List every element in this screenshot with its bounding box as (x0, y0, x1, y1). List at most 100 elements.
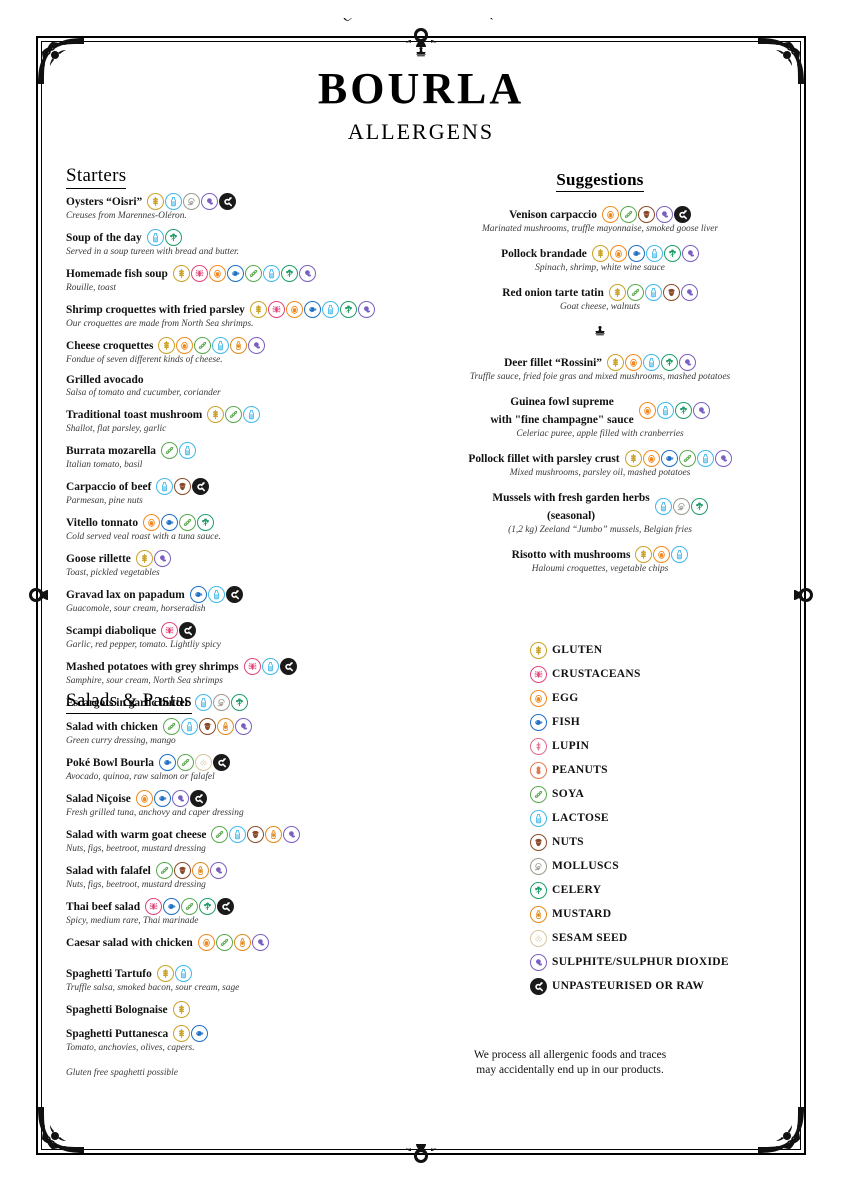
allergen-icon-raw (179, 622, 197, 639)
allergen-icon-group (243, 658, 297, 675)
allergen-icon-gluten (172, 1001, 190, 1018)
menu-item: Pollock fillet with parsley crust Mixed … (420, 449, 780, 479)
allergen-icon-group (207, 406, 261, 423)
allergen-icon-lactose (180, 718, 198, 735)
allergen-icon-raw (219, 193, 237, 210)
allergen-icon-group (135, 550, 171, 567)
allergen-icon-group (172, 1001, 190, 1018)
allergen-icon-egg (135, 790, 153, 807)
allergen-icon-egg (624, 353, 642, 371)
allergen-icon-celery (199, 898, 217, 915)
menu-item-title-row: Homemade fish soup (66, 265, 416, 282)
menu-item: Spaghetti Tartufo Truffle salsa, smoked … (66, 965, 416, 994)
menu-item-description: Tomato, anchovies, olives, capers. (66, 1043, 195, 1053)
legend-item-sulphite: SULPHITE/SULPHUR DIOXIDE (530, 950, 800, 974)
allergen-icon-raw (212, 754, 230, 771)
svg-text:CAFÉ - RESTAURANT: CAFÉ - RESTAURANT (340, 18, 503, 25)
allergen-icon-celery (690, 497, 708, 515)
allergen-icon-lactose (212, 337, 230, 354)
allergen-icon-egg (601, 205, 619, 223)
menu-item-title-row: Spaghetti Puttanesca (66, 1025, 416, 1042)
allergen-icon-soya (155, 862, 173, 879)
allergen-icon-lactose (654, 497, 672, 515)
allergen-icon-raw (189, 790, 207, 807)
menu-item: Deer fillet “Rossini” Truffle sauce, fri… (420, 353, 780, 383)
menu-item-description: Celeriac puree, apple filled with cranbe… (516, 429, 684, 439)
allergen-icon-group (608, 283, 698, 301)
allergen-icon-gluten (172, 265, 190, 282)
allergen-icon-gluten (135, 550, 153, 567)
allergen-icon-lactose (671, 545, 689, 563)
menu-item: Mashed potatoes with grey shrimps Samphi… (66, 658, 416, 687)
menu-item-name-block: Pollock brandade (501, 244, 587, 262)
allergen-icon-fish (161, 514, 179, 531)
menu-item: Guinea fowl supreme with "fine champagne… (420, 392, 780, 440)
allergen-icon-gluten (635, 545, 653, 563)
menu-item-title-row: Poké Bowl Bourla (66, 754, 416, 771)
menu-item-title-row: Mussels with fresh garden herbs (seasona… (420, 488, 780, 524)
menu-item-name: Thai beef salad (66, 900, 141, 913)
menu-item-name: Traditional toast mushroom (66, 408, 203, 421)
allergen-icon-soya (194, 337, 212, 354)
menu-item-description: Toast, pickled vegetables (66, 568, 160, 578)
allergen-icon-group (591, 244, 699, 262)
left-column: Starters Oysters “Oisri” Creuses from Ma… (66, 165, 416, 718)
menu-item-title-row: Red onion tarte tatin (420, 283, 780, 301)
menu-item-name: Oysters “Oisri” (66, 195, 143, 208)
menu-item: Oysters “Oisri” Creuses from Marennes-Ol… (66, 193, 416, 222)
allergen-icon-lactose (178, 442, 196, 459)
menu-item-name: Goose rillette (66, 552, 131, 565)
menu-item-name: Scampi diabolique (66, 624, 157, 637)
allergen-icon-gluten (591, 244, 609, 262)
allergen-icon-sulphite (209, 862, 227, 879)
menu-item-description: Rouille, toast (66, 283, 116, 293)
menu-item-title-row: Mashed potatoes with grey shrimps (66, 658, 416, 675)
corner-flourish-bottom-left-icon (38, 1107, 84, 1153)
suggestions-heading: Suggestions (420, 170, 780, 196)
menu-item-name: Poké Bowl Bourla (66, 756, 154, 769)
allergen-icon-mustard (191, 862, 209, 879)
menu-item: Traditional toast mushroom Shallot, flat… (66, 406, 416, 435)
allergen-icon-gluten (156, 965, 174, 982)
allergen-icon-gluten (249, 301, 267, 318)
menu-item-description: Goat cheese, walnuts (560, 302, 640, 312)
allergen-icon-sulphite (530, 953, 547, 971)
allergen-icon-soya (160, 442, 178, 459)
allergen-icon-group (160, 442, 196, 459)
menu-item: Salad with falafel Nuts, figs, beetroot,… (66, 862, 416, 891)
allergen-icon-lactose (656, 401, 674, 419)
allergen-icon-fish (530, 713, 547, 731)
salads-list: Salad with chicken Green curry dressing,… (66, 718, 416, 951)
allergen-icon-group (624, 449, 732, 467)
allergen-icon-nuts (174, 478, 192, 495)
menu-item: Risotto with mushrooms Haloumi croquette… (420, 545, 780, 575)
menu-item-name-second-line: with "fine champagne" sauce (490, 414, 634, 426)
menu-item-name: Grilled avocado (66, 374, 144, 386)
menu-item: Cheese croquettes Fondue of seven differ… (66, 337, 416, 366)
allergen-icon-lactose (165, 193, 183, 210)
allergen-icon-celery (339, 301, 357, 318)
allergen-icon-egg (609, 244, 627, 262)
menu-item-title-row: Goose rillette (66, 550, 416, 567)
menu-item-description: Served in a soup tureen with bread and b… (66, 247, 239, 257)
legend-label: MOLLUSCS (552, 860, 619, 872)
menu-item-name-block: Venison carpaccio (509, 205, 597, 223)
allergen-icon-lactose (229, 826, 247, 843)
menu-item-name: Spaghetti Tartufo (66, 967, 152, 980)
allergen-icon-mustard (265, 826, 283, 843)
allergen-icon-group (601, 205, 691, 223)
allergen-icon-group (162, 718, 252, 735)
menu-item-title-row: Pollock brandade (420, 244, 780, 262)
menu-item: Salad Niçoise Fresh grilled tuna, anchov… (66, 790, 416, 819)
menu-item: Vitello tonnato Cold served veal roast w… (66, 514, 416, 543)
allergen-icon-group (143, 514, 215, 531)
edge-ornament-left-icon (29, 588, 48, 602)
menu-item-name: Homemade fish soup (66, 267, 168, 280)
allergen-icon-sulphite (680, 283, 698, 301)
legend-item-lactose: LACTOSE (530, 806, 800, 830)
menu-item-description: Italian tomato, basil (66, 460, 143, 470)
allergen-icon-group (197, 934, 269, 951)
allergen-icon-nuts (173, 862, 191, 879)
allergen-icon-egg (208, 265, 226, 282)
menu-item-description: Fresh grilled tuna, anchovy and caper dr… (66, 808, 244, 818)
